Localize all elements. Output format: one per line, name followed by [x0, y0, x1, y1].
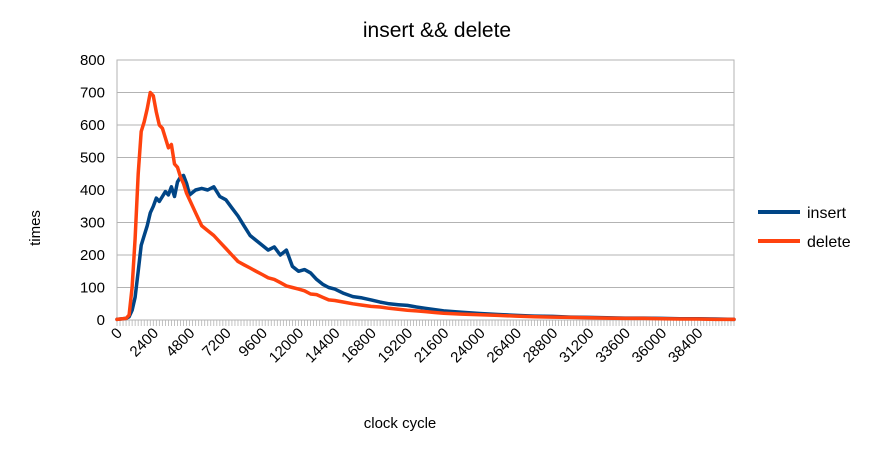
y-tick-label: 200	[80, 247, 105, 264]
y-axis-ticks: 0 100 200 300 400 500 600 700 800	[80, 52, 105, 329]
legend-label-insert: insert	[807, 205, 847, 222]
y-tick-label: 500	[80, 150, 105, 167]
y-tick-label: 800	[80, 52, 105, 69]
y-tick-label: 600	[80, 117, 105, 134]
y-tick-label: 300	[80, 215, 105, 232]
y-tick-label: 700	[80, 85, 105, 102]
chart-title: insert && delete	[363, 19, 511, 42]
y-tick-label: 400	[80, 182, 105, 199]
series-lines	[115, 90, 736, 322]
series-line-delete	[115, 90, 736, 322]
legend-label-delete: delete	[807, 234, 851, 251]
legend: insert delete	[758, 205, 851, 251]
y-tick-label: 100	[80, 280, 105, 297]
x-axis-label: clock cycle	[364, 415, 437, 432]
y-tick-label: 0	[97, 312, 105, 329]
y-axis-label: times	[27, 210, 44, 246]
